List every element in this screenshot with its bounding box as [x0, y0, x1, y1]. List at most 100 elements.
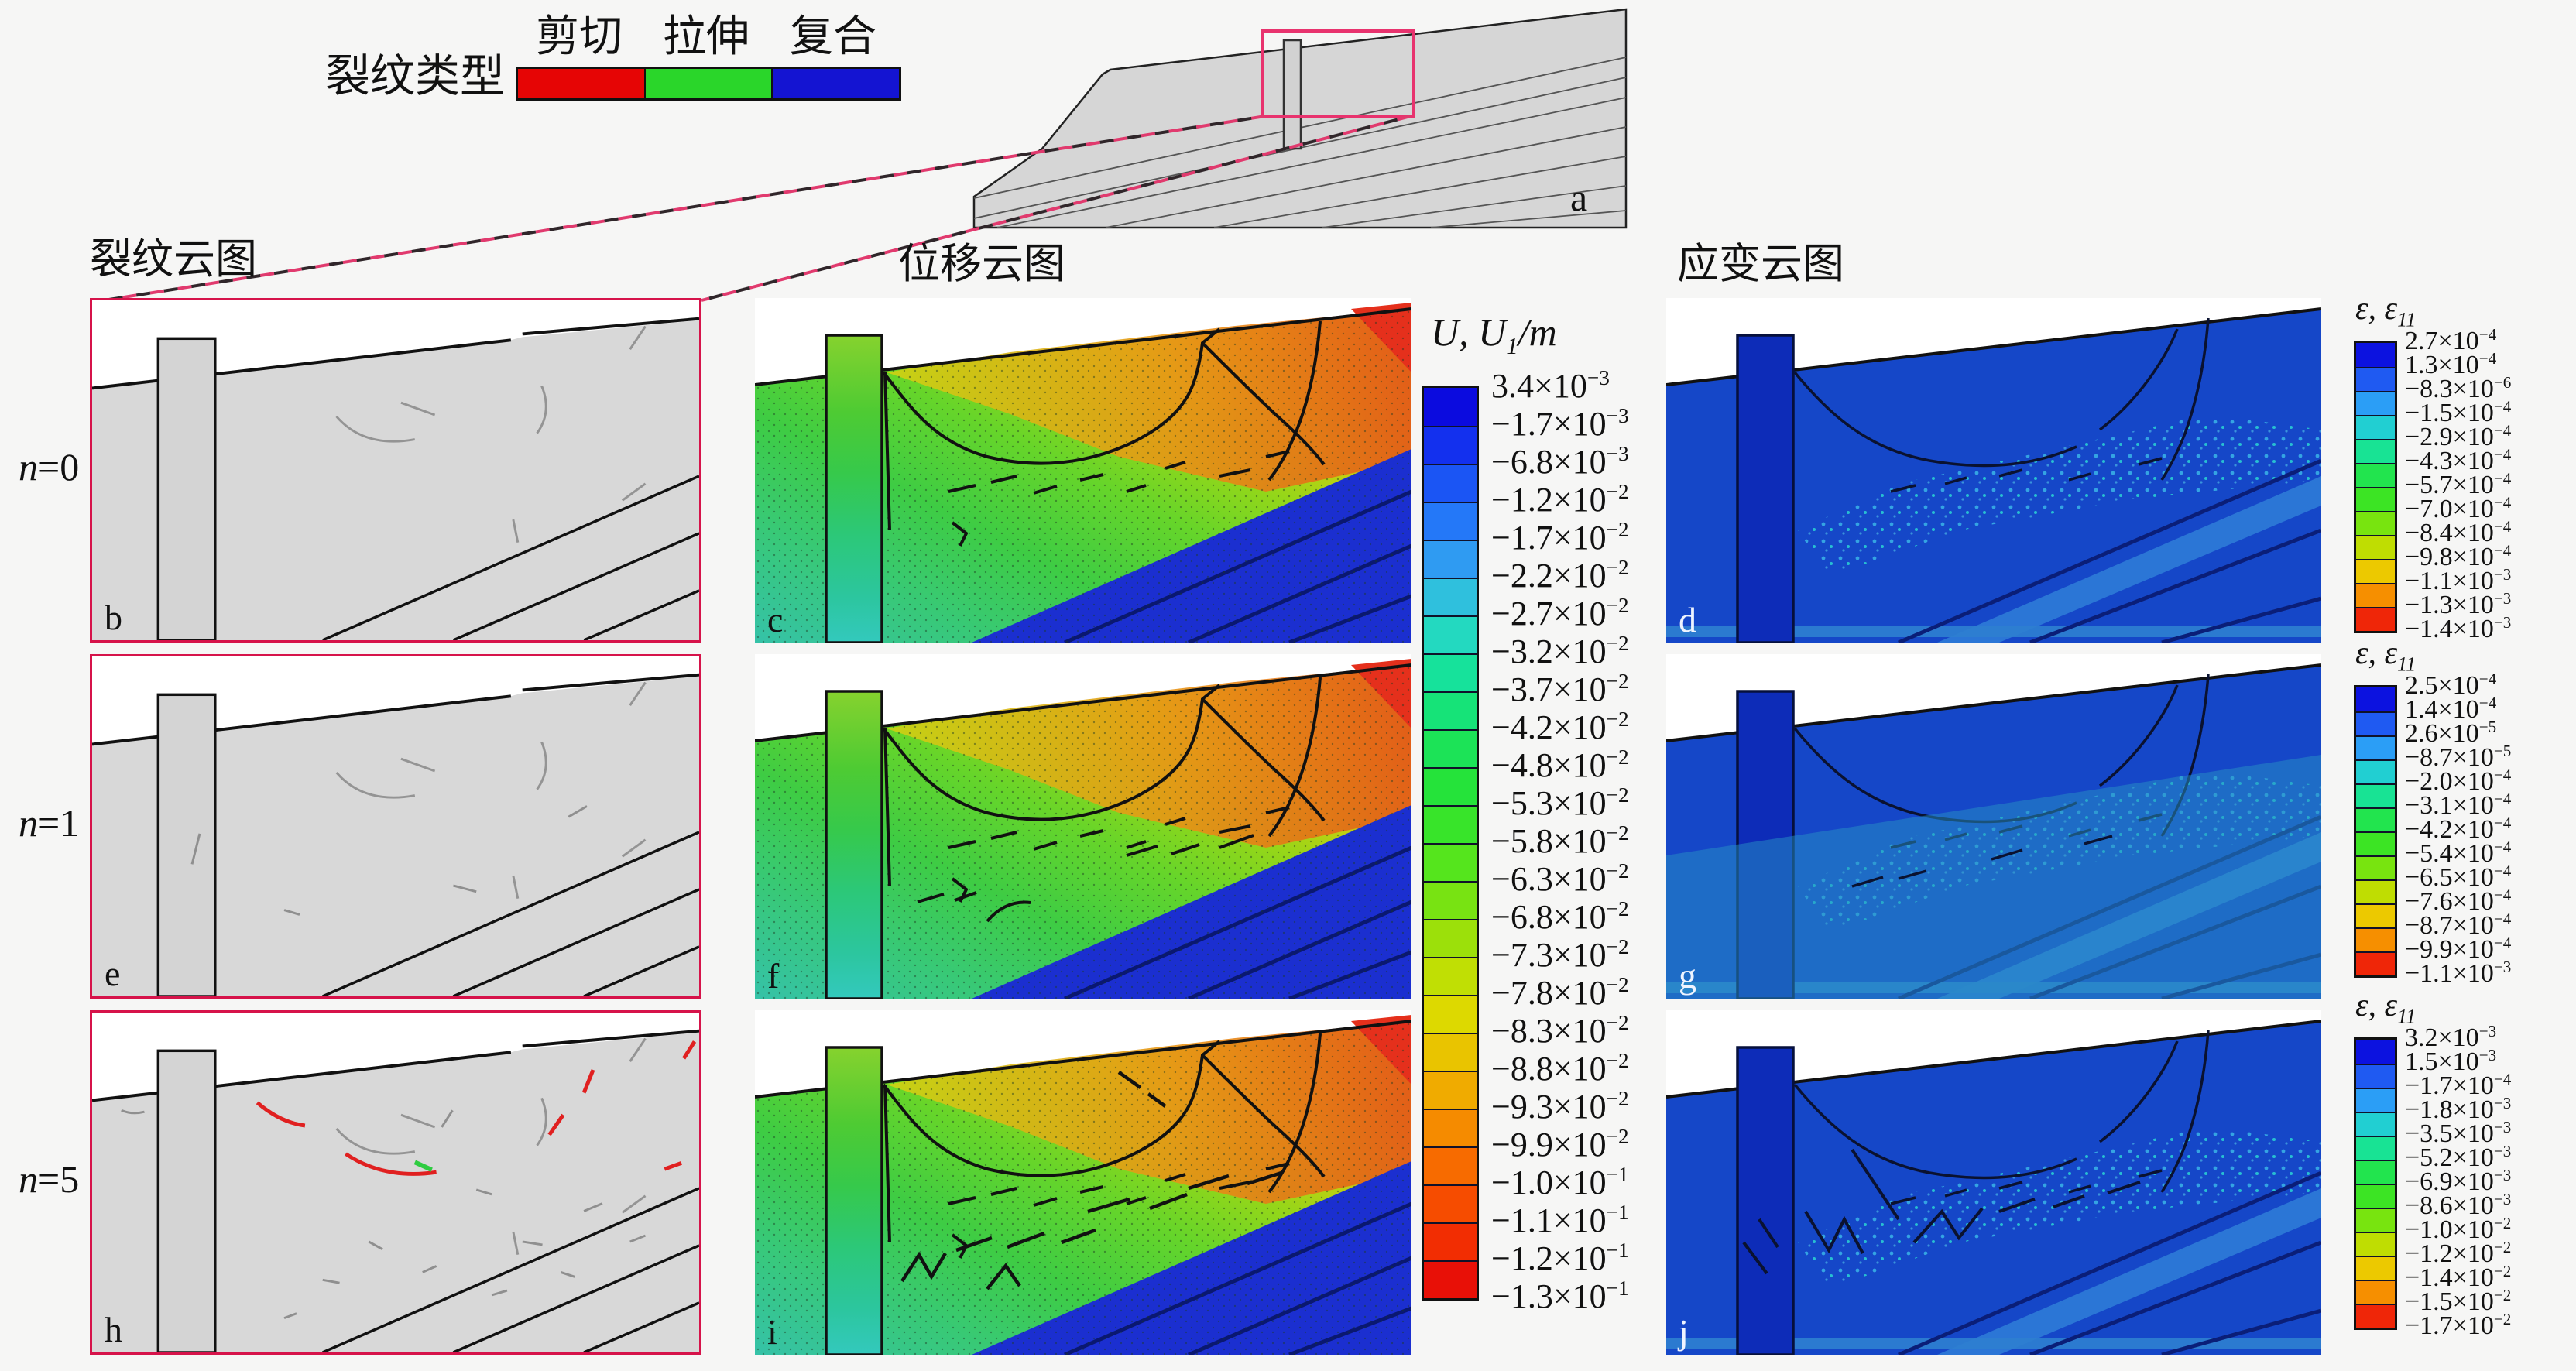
colorbar-tick: −2.9×10−4 — [2405, 420, 2512, 452]
colorbar-segment — [1424, 464, 1477, 502]
panel-letter: e — [105, 954, 121, 993]
colorbar-tick: −7.3×10−2 — [1491, 935, 1629, 974]
colorbar-segment — [2356, 367, 2395, 391]
colorbar-segment — [2356, 1064, 2395, 1088]
colorbar-segment — [1424, 919, 1477, 957]
colorbar-segment — [2356, 1040, 2395, 1064]
colorbar-segment — [1424, 540, 1477, 578]
extra-crack-marks — [121, 1109, 647, 1319]
colorbar-segment — [1424, 1109, 1477, 1146]
colorbar-segment — [2356, 1232, 2395, 1256]
strain-colorbar-title: ε, ε11 — [2355, 988, 2417, 1028]
row-label-symbol: n — [19, 445, 38, 488]
colorbar-segment — [2356, 511, 2395, 535]
colorbar-tick: −1.8×10−3 — [2405, 1093, 2512, 1125]
panel-displacement-n5: i — [755, 1010, 1411, 1355]
colorbar-tick: −4.2×10−4 — [2405, 813, 2512, 845]
colorbar-segment — [2356, 559, 2395, 583]
colorbar-segment — [2356, 1184, 2395, 1208]
panel-letter: c — [767, 600, 784, 639]
row-label-value: =5 — [38, 1157, 80, 1201]
colorbar-segment — [2356, 855, 2395, 879]
row-label-value: =1 — [38, 801, 80, 845]
colorbar-segment — [1424, 691, 1477, 729]
colorbar-tick: −8.3×10−6 — [2405, 372, 2512, 404]
colorbar-segment — [2356, 759, 2395, 783]
colorbar-segment — [1424, 1184, 1477, 1222]
colorbar-tick: −1.5×10−4 — [2405, 396, 2512, 428]
colorbar-segment — [1424, 578, 1477, 615]
colorbar-gradient-bar — [2354, 1037, 2397, 1330]
panel-strain-n1: g — [1666, 654, 2321, 999]
colorbar-segment — [1424, 1071, 1477, 1109]
colorbar-tick: 2.6×10−5 — [2405, 717, 2497, 749]
column-title-displacement: 位移云图 — [898, 241, 1065, 287]
colorbar-tick: −9.8×10−4 — [2405, 540, 2512, 572]
extra-crack-marks — [190, 805, 588, 916]
crack-legend-labels: 剪切 拉伸 复合 — [516, 13, 901, 62]
colorbar-tick: −3.2×10−2 — [1491, 632, 1629, 670]
colorbar-tick: −2.0×10−4 — [2405, 765, 2512, 797]
colorbar-segment — [2356, 391, 2395, 415]
panel-strain-n5: j — [1666, 1010, 2321, 1355]
colorbar-tick: −2.7×10−2 — [1491, 594, 1629, 632]
stabilizing-pile — [1282, 39, 1302, 150]
colorbar-segment — [1424, 995, 1477, 1033]
colorbar-tick: −4.8×10−2 — [1491, 745, 1629, 784]
colorbar-tick: −5.3×10−2 — [1491, 783, 1629, 822]
colorbar-tick: −7.8×10−2 — [1491, 973, 1629, 1012]
colorbar-tick: −8.6×10−3 — [2405, 1189, 2512, 1221]
colorbar-segment — [1424, 957, 1477, 995]
colorbar-tick: −5.7×10−4 — [2405, 468, 2512, 500]
colorbar-tick: 2.5×10−4 — [2405, 669, 2497, 701]
panel-displacement-n1: f — [755, 654, 1411, 999]
column-title-crack: 裂纹云图 — [90, 236, 257, 283]
colorbar-tick: −4.2×10−2 — [1491, 708, 1629, 746]
colorbar-tick: 1.4×10−4 — [2405, 693, 2497, 725]
displacement-colorbar-title: U, U1/m — [1431, 310, 1557, 359]
colorbar-tick: −1.2×10−2 — [2405, 1237, 2512, 1269]
overview-slope-diagram: a — [951, 3, 1635, 232]
colorbar-gradient-bar — [2354, 685, 2397, 978]
colorbar-tick: −1.1×10−3 — [2405, 957, 2512, 989]
colorbar-tick: −1.7×10−4 — [2405, 1069, 2512, 1101]
colorbar-tick: −7.0×10−4 — [2405, 492, 2512, 524]
colorbar-segment — [1424, 388, 1477, 426]
colorbar-segment — [2356, 735, 2395, 759]
overview-label: a — [1570, 176, 1587, 219]
colorbar-segment — [1424, 1260, 1477, 1298]
colorbar-segment — [2356, 535, 2395, 559]
colorbar-tick: 1.5×10−3 — [2405, 1045, 2497, 1077]
colorbar-tick: −1.5×10−2 — [2405, 1285, 2512, 1317]
colorbar-tick: 1.3×10−4 — [2405, 348, 2497, 380]
column-title-strain: 应变云图 — [1677, 241, 1844, 287]
colorbar-tick: −8.7×10−5 — [2405, 741, 2512, 773]
extra-crack-lines — [917, 834, 1254, 923]
crack-type-swatch-tension — [643, 68, 772, 98]
colorbar-segment — [2356, 687, 2395, 711]
colorbar-segment — [2356, 1208, 2395, 1232]
colorbar-tick: −8.4×10−4 — [2405, 516, 2512, 548]
colorbar-tick: −5.4×10−4 — [2405, 837, 2512, 869]
shear-crack-marks — [256, 1040, 697, 1176]
row-label-value: =0 — [38, 445, 80, 488]
crack-legend-scale: 剪切 拉伸 复合 — [516, 13, 902, 101]
colorbar-tick: −1.7×10−2 — [2405, 1309, 2512, 1341]
colorbar-tick: −1.7×10−2 — [1491, 518, 1629, 557]
colorbar-segment — [2356, 783, 2395, 807]
colorbar-tick: −5.2×10−3 — [2405, 1141, 2512, 1173]
colorbar-tick: −6.3×10−2 — [1491, 859, 1629, 898]
colorbar-segment — [2356, 927, 2395, 951]
colorbar-tick: 3.4×10−3 — [1491, 366, 1610, 405]
colorbar-segment — [2356, 1160, 2395, 1184]
row-label-symbol: n — [19, 801, 38, 845]
colorbar-tick: 2.7×10−4 — [2405, 324, 2497, 356]
colorbar-segment — [2356, 1256, 2395, 1280]
colorbar-segment — [1424, 426, 1477, 464]
extra-crack-lines — [900, 1071, 1282, 1290]
colorbar-segment — [2356, 415, 2395, 439]
colorbar-tick: −9.9×10−4 — [2405, 933, 2512, 965]
colorbar-tick: −1.3×10−3 — [2405, 588, 2512, 620]
crack-type-swatch-shear — [518, 68, 644, 98]
